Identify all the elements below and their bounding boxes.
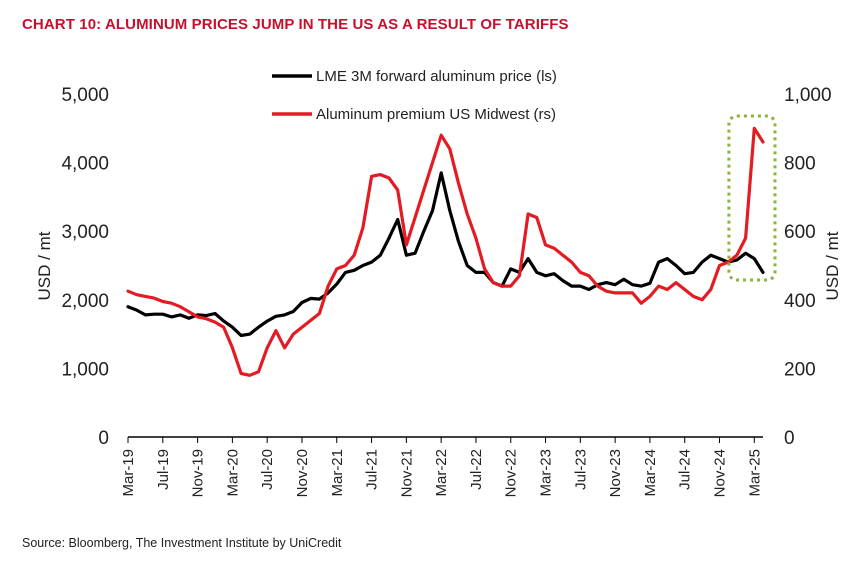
source-note: Source: Bloomberg, The Investment Instit… [22, 536, 342, 550]
series-lines [126, 126, 765, 377]
legend-label-premium: Aluminum premium US Midwest (rs) [316, 106, 556, 123]
x-tick-label: Mar-25 [746, 449, 763, 497]
x-tick-label: Nov-22 [503, 449, 520, 497]
y-left-tick-label: 2,000 [61, 291, 109, 312]
y-right-tick-label: 1,000 [784, 85, 832, 106]
x-tick-label: Nov-21 [398, 449, 415, 497]
y-left-tick-label: 1,000 [61, 359, 109, 380]
x-tick-label: Jul-24 [677, 449, 694, 490]
y-right-tick-label: 0 [784, 428, 795, 449]
y-left-tick-label: 3,000 [61, 222, 109, 243]
y-left-tick-labels: 0 1,000 2,000 3,000 4,000 5,000 [61, 85, 109, 449]
x-tick-label: Jul-22 [468, 449, 485, 490]
x-tick-marks [127, 437, 755, 443]
x-tick-labels: Mar-19 Jul-19 Nov-19 Mar-20 Jul-20 Nov-20 Mar-… [120, 449, 763, 497]
y-right-axis-label: USD / mt [823, 231, 842, 300]
y-left-tick-label: 4,000 [61, 154, 109, 175]
x-tick-label: Jul-21 [364, 449, 381, 490]
lme-price-line [126, 171, 765, 338]
x-tick-label: Nov-20 [294, 449, 311, 497]
x-tick-label: Nov-23 [607, 449, 624, 497]
y-right-tick-labels: 0 200 400 600 800 1,000 [784, 85, 832, 449]
x-tick-label: Mar-19 [120, 449, 137, 497]
y-right-tick-label: 600 [784, 222, 816, 243]
x-tick-label: Mar-24 [642, 449, 659, 497]
x-tick-label: Mar-20 [224, 449, 241, 497]
legend-label-lme: LME 3M forward aluminum price (ls) [316, 68, 557, 85]
chart-title: CHART 10: ALUMINUM PRICES JUMP IN THE US… [22, 16, 569, 33]
y-left-axis-label: USD / mt [35, 231, 54, 300]
x-tick-label: Jul-19 [155, 449, 172, 490]
x-tick-label: Mar-21 [329, 449, 346, 497]
us-midwest-premium-line [126, 126, 765, 377]
x-tick-label: Nov-24 [712, 449, 729, 497]
y-right-tick-label: 200 [784, 359, 816, 380]
x-tick-label: Jul-20 [259, 449, 276, 490]
y-right-tick-label: 400 [784, 291, 816, 312]
y-left-tick-label: 5,000 [61, 85, 109, 106]
tariff-highlight-box [727, 114, 777, 282]
x-tick-label: Nov-19 [190, 449, 207, 497]
legend: LME 3M forward aluminum price (ls) Alumin… [272, 68, 557, 123]
x-tick-label: Mar-22 [433, 449, 450, 497]
x-tick-label: Mar-23 [538, 449, 555, 497]
x-tick-label: Jul-23 [572, 449, 589, 490]
y-left-tick-label: 0 [98, 428, 109, 449]
y-right-tick-label: 800 [784, 154, 816, 175]
